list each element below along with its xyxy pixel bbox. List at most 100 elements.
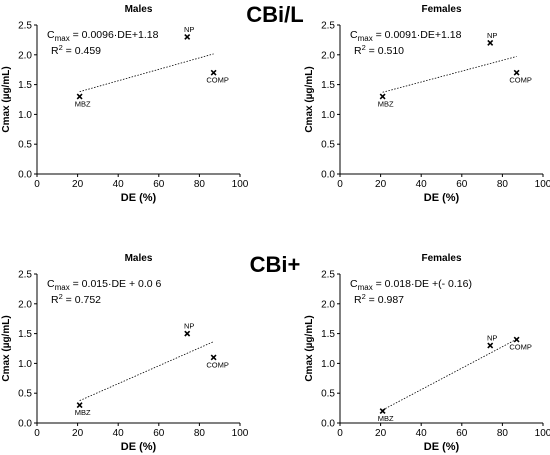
x-tick-label: 40 bbox=[416, 179, 428, 190]
x-tick-label: 80 bbox=[497, 428, 509, 439]
x-tick-label: 60 bbox=[456, 428, 468, 439]
x-tick-label: 20 bbox=[375, 179, 387, 190]
x-tick-label: 20 bbox=[375, 428, 387, 439]
y-tick-label: 1.0 bbox=[321, 359, 335, 370]
point-marker-stroke bbox=[76, 93, 83, 100]
x-tick-label: 40 bbox=[113, 428, 125, 439]
equation-rhs: = 0.0096·DE+1.18 bbox=[70, 29, 159, 41]
equation-lhs: C bbox=[47, 29, 55, 41]
y-tick-label: 2.5 bbox=[18, 270, 32, 281]
r2-base: R bbox=[51, 294, 59, 306]
r2-value: = 0.987 bbox=[366, 294, 404, 306]
equation-rhs: = 0.015·DE + 0.0 6 bbox=[70, 278, 162, 290]
point-label: NP bbox=[184, 322, 194, 331]
y-tick-label: 1.0 bbox=[321, 110, 335, 121]
x-tick-label: 0 bbox=[337, 428, 343, 439]
y-tick-label: 0.0 bbox=[18, 419, 32, 430]
r2-base: R bbox=[354, 294, 362, 306]
point-marker-stroke bbox=[513, 336, 520, 343]
data-point-comp bbox=[513, 336, 520, 343]
trendline bbox=[79, 53, 214, 93]
r2-value: = 0.752 bbox=[63, 294, 101, 306]
r2-value: = 0.459 bbox=[63, 45, 101, 57]
point-label: MBZ bbox=[75, 100, 91, 109]
point-label: NP bbox=[184, 25, 194, 34]
trendline bbox=[79, 341, 214, 402]
point-marker-stroke bbox=[379, 93, 386, 100]
chart-title: Females bbox=[421, 253, 461, 264]
x-tick-label: 60 bbox=[456, 179, 468, 190]
y-tick-label: 2.0 bbox=[18, 50, 32, 61]
equation-lhs: C bbox=[47, 278, 55, 290]
equation-lhs: C bbox=[350, 29, 358, 41]
data-point-comp bbox=[513, 69, 520, 76]
point-label: MBZ bbox=[75, 408, 91, 417]
x-tick-label: 100 bbox=[232, 179, 249, 190]
x-axis-label: DE (%) bbox=[121, 192, 157, 204]
chart-panel-1: Females 0.0 0.5 1.0 1.5 2.0 2.5 0 20 40 60 80 100 DE … bbox=[304, 4, 550, 204]
chart-panel-0: Males 0.0 0.5 1.0 1.5 2.0 2.5 0 20 40 60 80 100 DE (%… bbox=[1, 4, 249, 204]
y-tick-label: 2.5 bbox=[18, 21, 32, 32]
point-label: MBZ bbox=[378, 100, 394, 109]
data-point-comp bbox=[210, 69, 217, 76]
x-tick-label: 40 bbox=[113, 179, 125, 190]
x-axis-label: DE (%) bbox=[424, 441, 460, 453]
data-point-np bbox=[487, 39, 494, 46]
equation-subscript: max bbox=[55, 34, 70, 43]
point-label: COMP bbox=[206, 76, 229, 85]
r2-superscript: 2 bbox=[59, 43, 63, 52]
data-point-mbz bbox=[76, 402, 83, 409]
data-point-comp bbox=[210, 354, 217, 361]
regression-equation: Cmax = 0.0091·DE+1.18 bbox=[350, 29, 462, 43]
point-marker-stroke bbox=[487, 39, 494, 46]
x-tick-label: 60 bbox=[153, 428, 165, 439]
chart-panel-3: Females 0.0 0.5 1.0 1.5 2.0 2.5 0 20 40 60 80 100 DE … bbox=[304, 253, 550, 453]
y-axis-label: Cmax (µg/mL) bbox=[304, 315, 315, 381]
section-title-cbi-plus: CBi+ bbox=[249, 252, 301, 277]
y-tick-label: 2.0 bbox=[18, 299, 32, 310]
point-marker-stroke bbox=[76, 402, 83, 409]
trendline bbox=[382, 338, 517, 411]
y-tick-label: 0.0 bbox=[321, 170, 335, 181]
y-axis-label: Cmax (µg/mL) bbox=[304, 66, 315, 132]
r2-base: R bbox=[354, 45, 362, 57]
point-marker-stroke bbox=[379, 408, 386, 415]
x-tick-label: 20 bbox=[72, 179, 84, 190]
x-tick-label: 80 bbox=[194, 179, 206, 190]
y-tick-label: 1.5 bbox=[321, 80, 335, 91]
equation-lhs: C bbox=[350, 278, 358, 290]
r2-base: R bbox=[51, 45, 59, 57]
equation-subscript: max bbox=[358, 34, 373, 43]
chart-title: Males bbox=[125, 253, 153, 264]
y-axis-label: Cmax (µg/mL) bbox=[1, 66, 12, 132]
data-point-mbz bbox=[379, 93, 386, 100]
y-tick-label: 2.0 bbox=[321, 50, 335, 61]
data-point-np bbox=[184, 33, 191, 40]
y-tick-label: 2.5 bbox=[321, 270, 335, 281]
y-tick-label: 0.0 bbox=[18, 170, 32, 181]
x-tick-label: 80 bbox=[497, 179, 509, 190]
x-tick-label: 60 bbox=[153, 179, 165, 190]
r2-superscript: 2 bbox=[362, 292, 366, 301]
x-axis-label: DE (%) bbox=[121, 441, 157, 453]
y-tick-label: 0.5 bbox=[321, 389, 335, 400]
y-tick-label: 0.5 bbox=[18, 140, 32, 151]
r-squared: R2 = 0.987 bbox=[354, 292, 404, 306]
point-marker-stroke bbox=[487, 342, 494, 349]
chart-panel-2: Males 0.0 0.5 1.0 1.5 2.0 2.5 0 20 40 60 80 100 DE (%… bbox=[1, 253, 249, 453]
regression-equation: Cmax = 0.0096·DE+1.18 bbox=[47, 29, 159, 43]
chart-title: Males bbox=[125, 4, 153, 15]
y-tick-label: 0.0 bbox=[321, 419, 335, 430]
chart-title: Females bbox=[421, 4, 461, 15]
x-tick-label: 40 bbox=[416, 428, 428, 439]
r-squared: R2 = 0.752 bbox=[51, 292, 101, 306]
point-label: COMP bbox=[509, 76, 532, 85]
equation-subscript: max bbox=[358, 283, 373, 292]
equation-rhs: = 0.0091·DE+1.18 bbox=[373, 29, 462, 41]
r-squared: R2 = 0.510 bbox=[354, 43, 404, 57]
point-marker-stroke bbox=[210, 354, 217, 361]
equation-subscript: max bbox=[55, 283, 70, 292]
y-tick-label: 2.0 bbox=[321, 299, 335, 310]
x-axis-label: DE (%) bbox=[424, 192, 460, 204]
